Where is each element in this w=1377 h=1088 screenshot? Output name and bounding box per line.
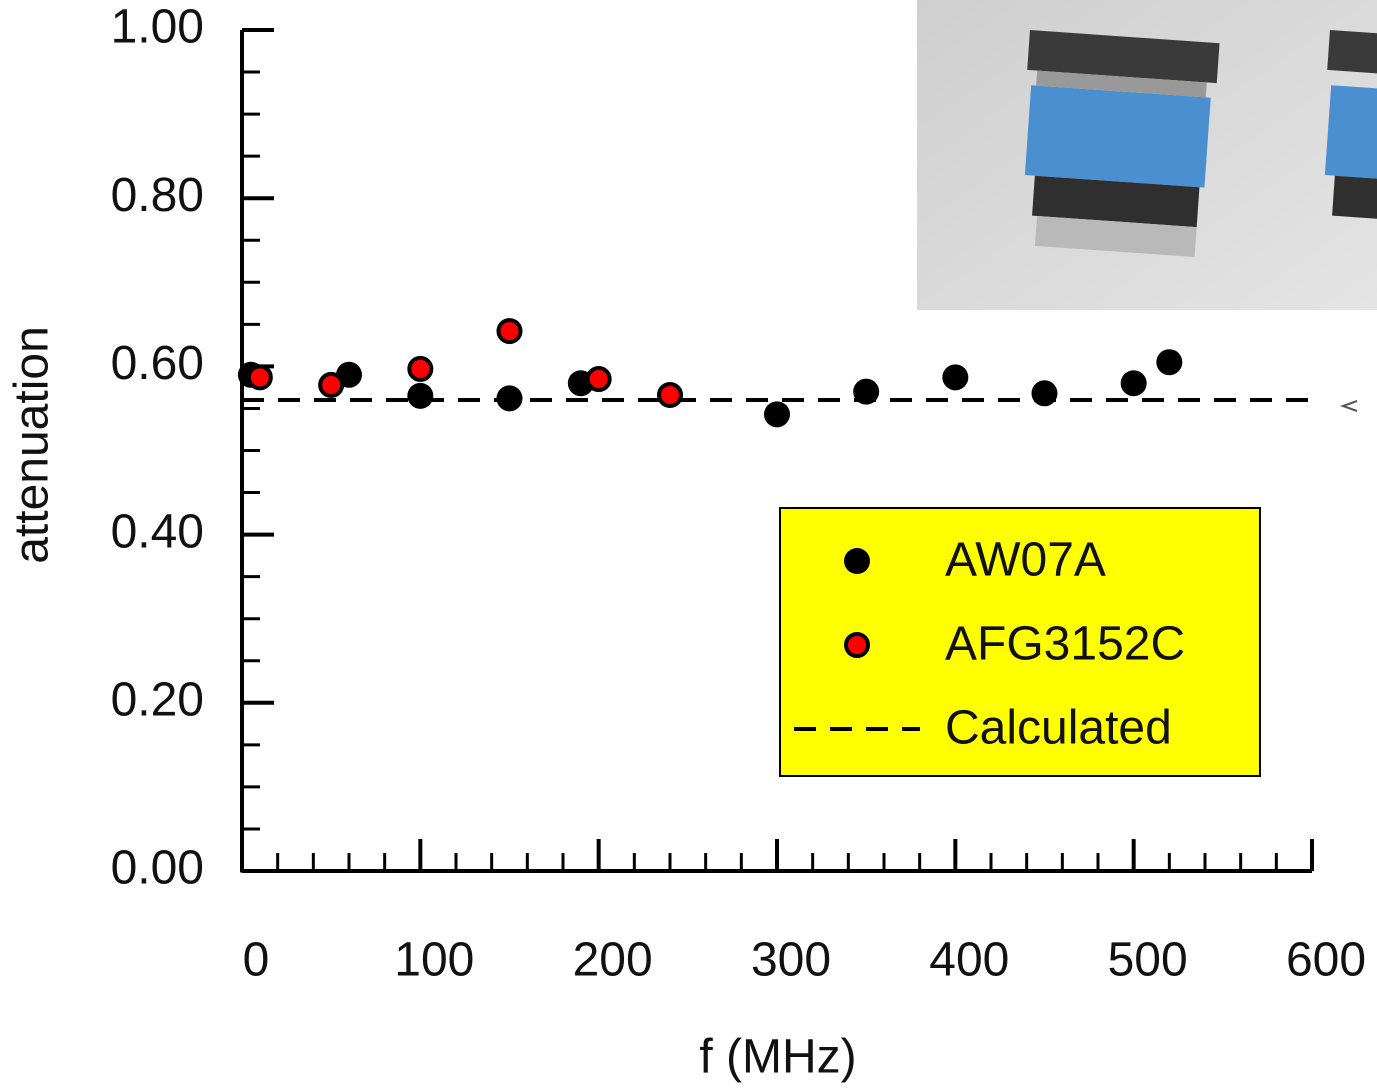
data-point [657,381,683,408]
y-tick-label: 0.60 [111,337,204,390]
y-axis-title: attenuation [6,326,59,564]
data-point [1031,380,1058,407]
legend-label: Calculated [945,702,1172,755]
x-tick-label: 200 [573,934,653,987]
arrow-fragment [1340,400,1358,412]
legend-swatch [844,632,870,658]
x-tick-label: 100 [394,934,474,987]
x-tick-label: 400 [929,934,1009,987]
data-point [407,382,434,409]
legend: AW07A AFG3152C Calculated [779,507,1261,777]
data-point [318,371,345,398]
data-point [407,355,434,382]
x-tick-label: 300 [751,934,831,987]
data-point [246,364,273,391]
x-tick-label: 600 [1286,934,1366,987]
data-point [496,318,523,345]
x-tick-label: 0 [243,934,270,987]
data-point [496,385,523,412]
data-point [764,401,790,428]
data-point [1156,349,1183,376]
y-tick-label: 0.00 [111,842,204,895]
data-point [585,366,612,393]
y-tick-label: 1.00 [111,1,204,54]
legend-swatch [844,548,870,574]
x-tick-label: 500 [1108,934,1188,987]
y-tick-label: 0.20 [111,673,204,726]
data-point [942,364,969,391]
x-axis-title: f (MHz) [699,1031,856,1084]
y-tick-label: 0.80 [111,169,204,222]
legend-label: AFG3152C [945,618,1185,671]
legend-label: AW07A [945,534,1106,587]
data-point [853,378,880,405]
resistor-array-2 [1324,29,1377,220]
data-point [1120,370,1147,397]
resistor-array [1024,30,1220,258]
y-tick-label: 0.40 [111,505,204,558]
inset-photo [917,0,1377,310]
